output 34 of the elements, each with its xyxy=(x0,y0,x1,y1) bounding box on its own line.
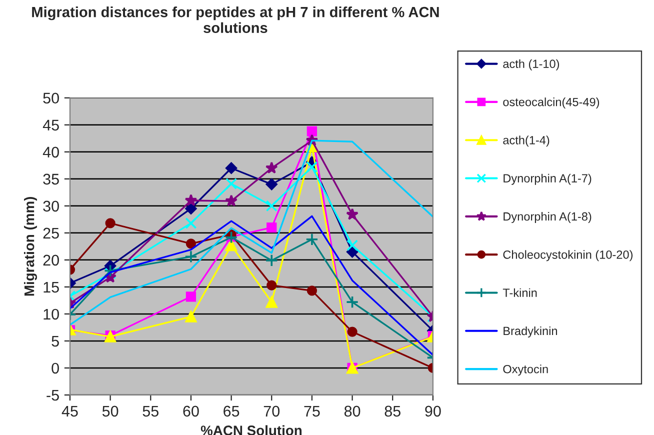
y-tick-label: 10 xyxy=(44,308,59,320)
x-tick-label: 90 xyxy=(425,406,441,417)
y-tick-label: 45 xyxy=(42,120,59,131)
legend-label: Oxytocin xyxy=(503,364,548,376)
x-tick-label: 45 xyxy=(62,406,78,417)
y-tick-label: 25 xyxy=(43,228,59,239)
legend-label: Choleocystokinin (10-20) xyxy=(503,250,633,262)
x-tick-label: 75 xyxy=(304,406,320,417)
x-tick-label: 60 xyxy=(183,406,199,417)
y-tick-label: 50 xyxy=(43,92,59,104)
legend-label: Dynorphin A(1-8) xyxy=(504,212,592,223)
y-tick-label: 30 xyxy=(43,200,59,212)
y-axis-title: Migration (mm) xyxy=(24,196,38,296)
y-tick-label: 40 xyxy=(42,146,59,158)
legend-label: Dynorphin A(1-7) xyxy=(504,174,592,185)
x-tick-label: 85 xyxy=(384,406,400,417)
x-tick-label: 70 xyxy=(264,406,280,417)
legend-label: osteocalcin(45-49) xyxy=(503,98,600,109)
y-tick-label: 0 xyxy=(52,362,59,374)
x-tick-label: 55 xyxy=(142,406,158,417)
x-tick-label: 80 xyxy=(344,406,360,417)
y-tick-label: 20 xyxy=(43,254,59,266)
y-tick-label: 35 xyxy=(43,174,59,185)
x-tick-label: 65 xyxy=(224,406,240,417)
y-tick-label: -5 xyxy=(46,390,59,401)
legend-label: T-kinin xyxy=(502,288,537,297)
y-tick-label: 15 xyxy=(44,282,59,293)
legend-label: acth (1-10) xyxy=(503,59,560,70)
legend-label: acth(1-4) xyxy=(503,136,550,147)
legend-label: Bradykinin xyxy=(504,326,558,338)
chart-title: Migration distances for peptides at pH 7 in different % ACN solutions xyxy=(32,6,439,34)
y-tick-label: 5 xyxy=(52,336,59,347)
x-tick-label: 50 xyxy=(102,406,118,417)
x-axis-title: %ACN Solution xyxy=(200,425,302,435)
